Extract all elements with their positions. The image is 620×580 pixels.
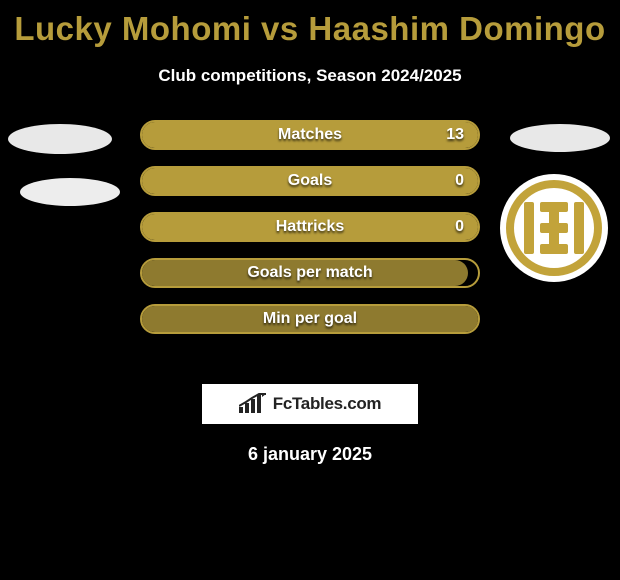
date-text: 6 january 2025 [0,444,620,465]
chart-icon [239,393,267,415]
page-title: Lucky Mohomi vs Haashim Domingo [0,0,620,48]
stat-row: Min per goal [140,304,480,334]
player1-club-placeholder [20,178,120,206]
stat-value-right: 0 [455,172,464,190]
stat-label: Goals per match [247,264,372,282]
subtitle: Club competitions, Season 2024/2025 [0,66,620,86]
stat-row: Hattricks 0 [140,212,480,242]
player2-club-badge [500,174,608,282]
player1-avatar-placeholder [8,124,112,154]
stat-rows: Matches 13 Goals 0 Hattricks 0 Goals per match… [140,120,480,350]
stat-label: Matches [278,126,342,144]
stat-row: Goals 0 [140,166,480,196]
stat-row: Matches 13 [140,120,480,150]
stat-label: Hattricks [276,218,344,236]
stats-area: Matches 13 Goals 0 Hattricks 0 Goals per match… [0,124,620,374]
stat-value-right: 13 [446,126,464,144]
branding-box: FcTables.com [202,384,418,424]
branding-text: FcTables.com [273,394,382,414]
stat-label: Min per goal [263,310,357,328]
stat-value-right: 0 [455,218,464,236]
stat-label: Goals [288,172,332,190]
player2-avatar-placeholder [510,124,610,152]
stat-row: Goals per match [140,258,480,288]
